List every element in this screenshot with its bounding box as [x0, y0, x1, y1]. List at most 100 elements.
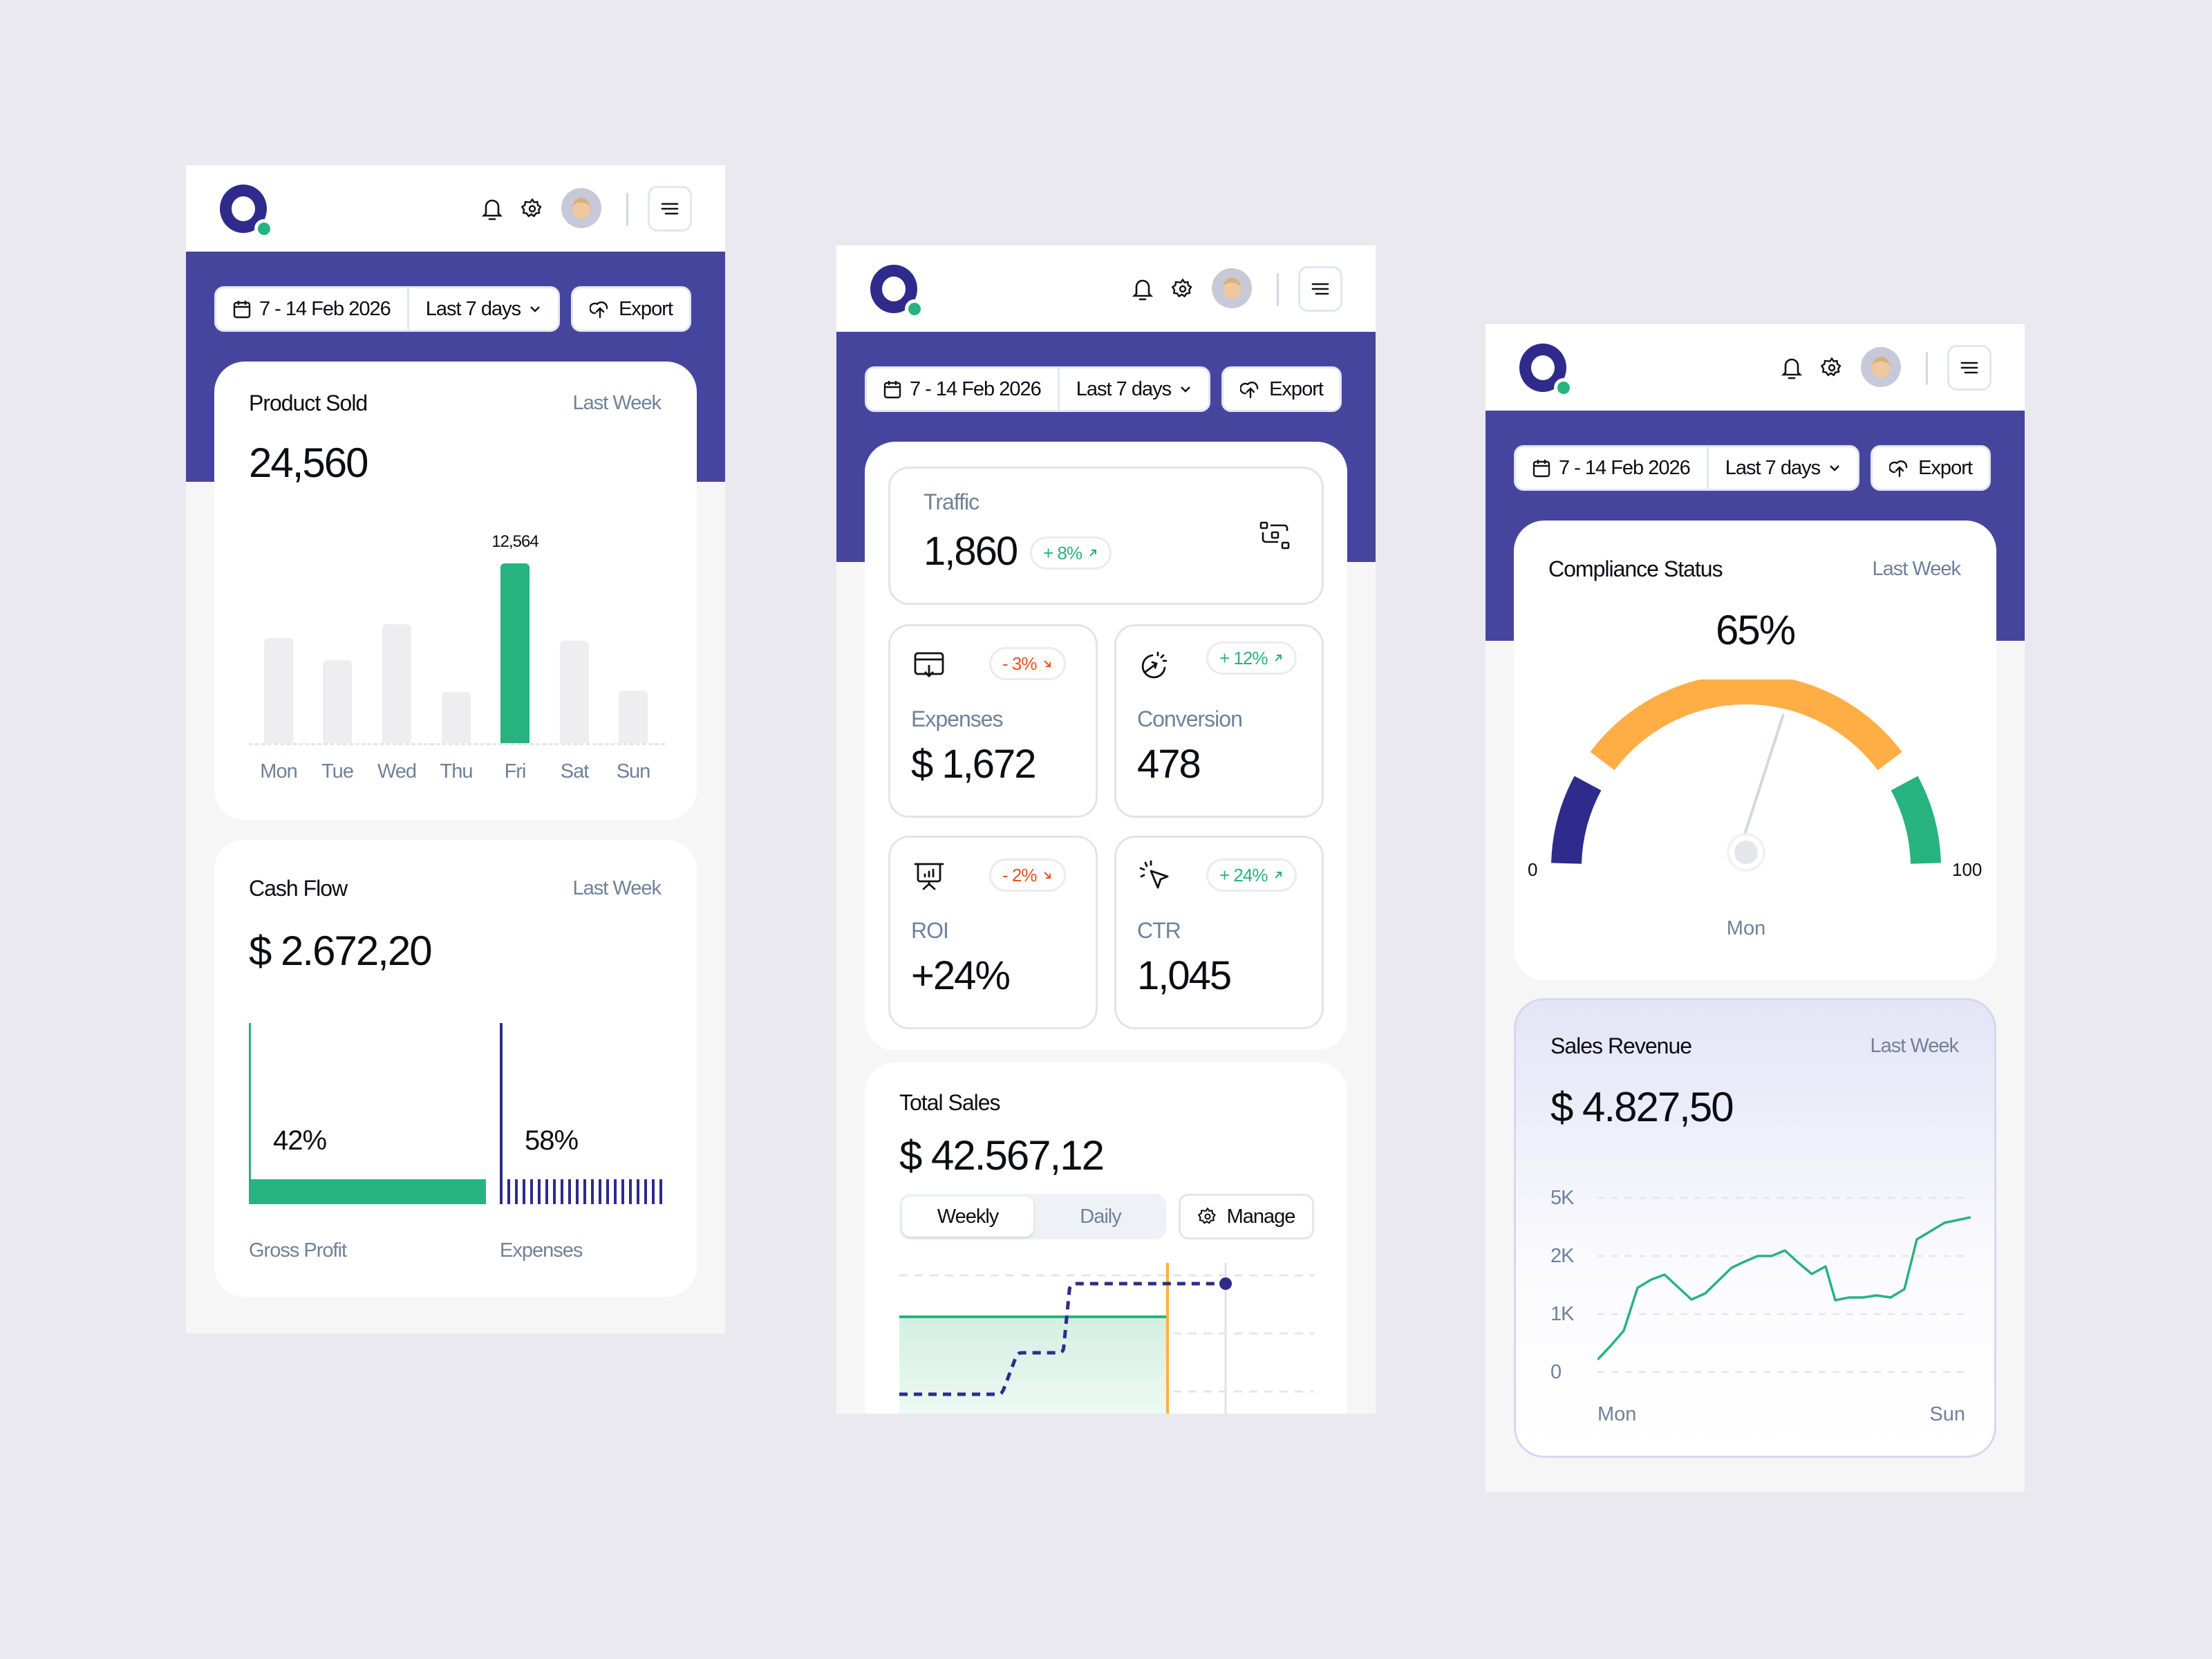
expenses-bar[interactable]: 58%	[500, 1023, 664, 1204]
change-text: + 12%	[1219, 647, 1268, 668]
ctr-value: 1,045	[1137, 953, 1232, 998]
gross-profit-bar[interactable]: 42%	[249, 1023, 486, 1204]
gauge-day-label: Mon	[1726, 917, 1766, 939]
period-link[interactable]: Last Week	[572, 877, 662, 899]
app-header	[1485, 324, 2025, 411]
bar-thu[interactable]	[442, 692, 471, 743]
manage-label: Manage	[1226, 1205, 1296, 1228]
menu-icon	[661, 203, 679, 215]
card-title: Total Sales	[899, 1090, 1001, 1115]
brand-logo[interactable]	[220, 185, 274, 238]
chevron-down-icon	[530, 306, 540, 312]
y-tick: 5K	[1550, 1187, 1574, 1209]
period-dropdown[interactable]: Last 7 days	[1057, 368, 1208, 410]
bar-mon[interactable]	[264, 638, 293, 743]
toolbar: 7 - 14 Feb 2026 Last 7 days Export	[214, 286, 691, 332]
compliance-card: Compliance Status Last Week 65% 0 100 Mo…	[1514, 521, 1996, 980]
date-range-picker[interactable]: 7 - 14 Feb 2026	[216, 288, 407, 330]
traffic-change-badge: + 8%	[1030, 536, 1112, 570]
date-range-picker[interactable]: 7 - 14 Feb 2026	[867, 368, 1058, 410]
bell-icon[interactable]	[1779, 355, 1805, 381]
export-label: Export	[1269, 377, 1324, 400]
tab-weekly[interactable]: Weekly	[902, 1197, 1033, 1237]
roi-tile[interactable]: - 2% ROI +24%	[888, 836, 1098, 1029]
gear-icon	[1197, 1207, 1216, 1224]
x-label: Fri	[504, 760, 527, 782]
brand-logo[interactable]	[1519, 344, 1573, 397]
arrow-down-right-icon	[1044, 872, 1051, 879]
bar-sat[interactable]	[560, 641, 589, 743]
bar-tue[interactable]	[323, 660, 352, 743]
tab-daily[interactable]: Daily	[1080, 1205, 1121, 1228]
bar-wed[interactable]	[382, 624, 411, 743]
cloud-upload-icon	[590, 301, 608, 319]
calendar-icon	[233, 301, 251, 319]
period-link[interactable]: Last Week	[1870, 1035, 1959, 1057]
expenses-label: Expenses	[500, 1239, 583, 1262]
conversion-tile[interactable]: + 12% Conversion 478	[1114, 624, 1324, 818]
header-divider	[1926, 352, 1928, 385]
compliance-value: 65%	[1715, 607, 1796, 653]
period-text: Last 7 days	[1725, 456, 1821, 479]
expenses-tile[interactable]: - 3% Expenses $ 1,672	[888, 624, 1098, 818]
bell-icon[interactable]	[1130, 276, 1156, 302]
period-link[interactable]: Last Week	[572, 392, 662, 414]
product-bar-chart: 12,564	[249, 532, 665, 745]
brand-logo[interactable]	[870, 265, 924, 319]
export-button[interactable]: Export	[1221, 366, 1342, 412]
arrow-up-right-icon	[1275, 872, 1282, 879]
total-sales-value: $ 42.567,12	[899, 1132, 1105, 1179]
sales-revenue-line-chart	[1597, 1197, 1971, 1374]
gear-icon[interactable]	[519, 196, 545, 222]
product-sold-card: Product Sold Last Week 24,560 12,564 Mon…	[214, 362, 697, 820]
period-text: Last 7 days	[425, 297, 521, 320]
date-range-picker[interactable]: 7 - 14 Feb 2026	[1516, 447, 1707, 489]
period-link[interactable]: Last Week	[1872, 558, 1961, 580]
sales-revenue-card: Sales Revenue Last Week $ 4.827,50 5K 2K…	[1514, 998, 1996, 1458]
traffic-tile[interactable]: Traffic 1,860 + 8%	[888, 467, 1324, 605]
avatar[interactable]	[1861, 347, 1901, 387]
bar-fri[interactable]	[500, 563, 529, 743]
toolbar: 7 - 14 Feb 2026 Last 7 days Export	[865, 366, 1342, 412]
gear-icon[interactable]	[1819, 355, 1845, 381]
export-button[interactable]: Export	[1871, 445, 1991, 491]
menu-button[interactable]	[1947, 345, 1991, 391]
header-divider	[1277, 273, 1279, 306]
avatar[interactable]	[561, 188, 601, 228]
export-button[interactable]: Export	[571, 286, 691, 332]
x-label: Thu	[440, 760, 474, 782]
menu-button[interactable]	[648, 186, 692, 232]
x-label-start: Mon	[1597, 1403, 1637, 1425]
sales-revenue-value: $ 4.827,50	[1550, 1084, 1734, 1130]
chart-pie-arrow-icon	[1141, 651, 1168, 679]
change-text: - 2%	[1002, 864, 1037, 885]
x-label: Sun	[616, 760, 651, 782]
card-title: Product Sold	[249, 391, 368, 415]
chevron-down-icon	[1181, 386, 1190, 393]
manage-button[interactable]: Manage	[1179, 1194, 1314, 1239]
cloud-upload-icon	[1889, 460, 1908, 478]
menu-button[interactable]	[1298, 266, 1342, 312]
bell-icon[interactable]	[479, 196, 505, 222]
roi-value: +24%	[911, 953, 1011, 998]
ctr-tile[interactable]: + 24% CTR 1,045	[1114, 836, 1324, 1029]
roi-change-badge: - 2%	[989, 859, 1067, 892]
x-label: Mon	[260, 760, 297, 782]
header-divider	[626, 193, 628, 226]
cloud-upload-icon	[1240, 382, 1259, 399]
menu-icon	[1311, 283, 1329, 295]
change-text: + 8%	[1043, 542, 1082, 563]
dashboard-panel-2: 7 - 14 Feb 2026 Last 7 days Export Traff…	[836, 245, 1376, 1414]
arrow-up-right-icon	[1089, 550, 1096, 556]
cash-flow-card: Cash Flow Last Week $ 2.672,20 42% 58% G…	[214, 840, 697, 1297]
arrow-up-right-icon	[1275, 655, 1282, 662]
expenses-change-badge: - 3%	[989, 647, 1067, 680]
period-dropdown[interactable]: Last 7 days	[406, 288, 558, 330]
period-text: Last 7 days	[1076, 377, 1172, 400]
expenses-value: $ 1,672	[911, 742, 1037, 787]
bar-sun[interactable]	[619, 691, 648, 743]
avatar[interactable]	[1212, 268, 1252, 308]
gear-icon[interactable]	[1170, 276, 1196, 302]
conversion-change-badge: + 12%	[1206, 641, 1297, 675]
period-dropdown[interactable]: Last 7 days	[1706, 447, 1857, 489]
